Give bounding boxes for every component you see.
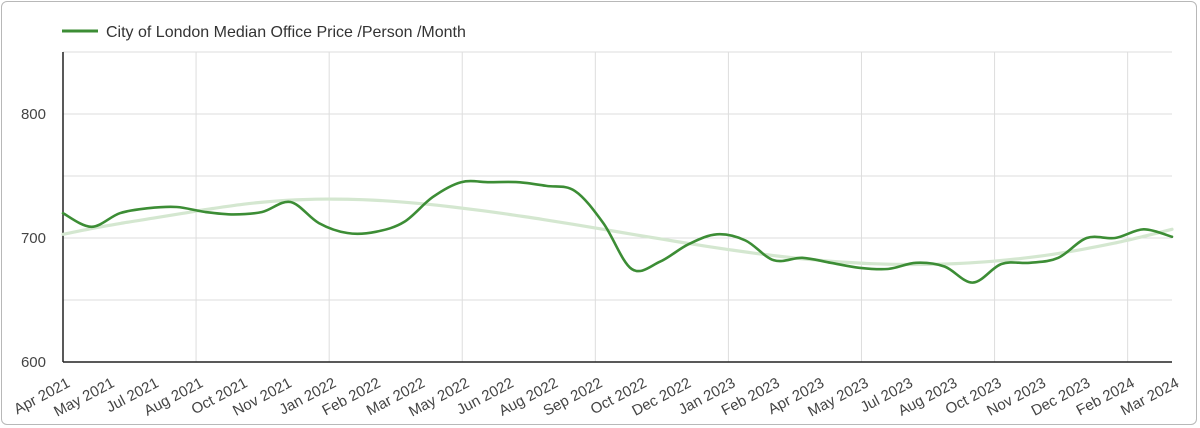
series-group (61, 179, 1174, 284)
series-line-median-price[interactable] (61, 179, 1174, 284)
axes (62, 52, 1172, 363)
series-line-trendline[interactable] (61, 197, 1174, 267)
y-tick-label: 700 (21, 230, 46, 247)
chart-legend[interactable]: City of London Median Office Price /Pers… (62, 24, 466, 41)
y-tick-label: 800 (21, 106, 46, 123)
y-tick-label: 600 (21, 354, 46, 371)
legend-label: City of London Median Office Price /Pers… (106, 24, 466, 41)
grid-lines (63, 51, 1172, 362)
y-axis-labels: 600 700 800 (21, 106, 46, 371)
